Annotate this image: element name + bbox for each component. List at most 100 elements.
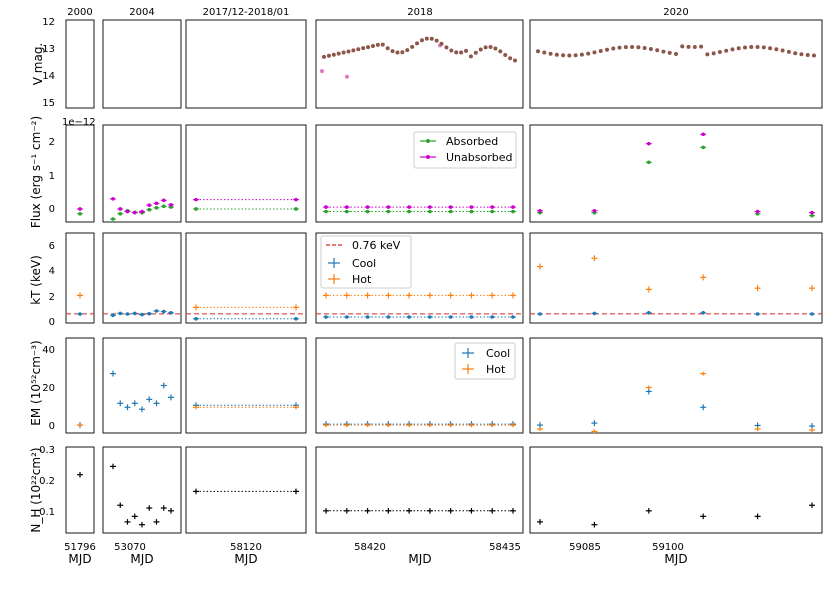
vmag-point-col4-2 — [548, 51, 553, 56]
panel-r2-c2 — [185, 232, 307, 324]
flux_unabsorbed-point-col3-5 — [428, 205, 432, 209]
flux_absorbed-point-col1-5 — [147, 207, 152, 212]
vmag-point-col3-38 — [508, 56, 513, 61]
vmag-point-col3-13 — [385, 46, 390, 51]
flux_absorbed-point-col4-5 — [810, 213, 814, 218]
vmag-point-col4-1 — [542, 50, 547, 55]
flux_unabsorbed-point-col2-0 — [194, 197, 198, 202]
vmag-point-col3-20 — [419, 38, 424, 43]
ytick-em-40: 40 — [42, 345, 55, 356]
flux_absorbed-point-col3-5 — [428, 209, 432, 214]
legend-kt: 0.76 keV Cool Hot — [320, 235, 412, 289]
panel-r0-c1 — [102, 19, 182, 109]
vmag-point-col3-9 — [366, 45, 371, 50]
panel-r0-c4 — [529, 19, 823, 109]
ytick-vmag-13: 13 — [42, 44, 55, 55]
column-title-2017-2018: 2017/12-2018/01 — [203, 7, 290, 18]
xlabel-col3: MJD — [234, 552, 257, 566]
vmag-point-col4-6 — [573, 53, 578, 58]
xtick-59085: 59085 — [569, 542, 601, 553]
vmag-point-col4-36 — [761, 45, 766, 50]
flux_unabsorbed-point-col4-0 — [538, 209, 542, 213]
vmag-point-col4-21 — [667, 50, 672, 55]
flux_unabsorbed-point-col3-0 — [324, 205, 328, 209]
flux_unabsorbed-point-col0-0 — [78, 207, 82, 211]
vmag-point-col3-11 — [375, 42, 380, 47]
kt_cool-point-col3-5 — [428, 315, 432, 319]
legend-em-cool-label: Cool — [486, 347, 510, 360]
vmag-point-col3-17 — [405, 48, 410, 53]
vmag-point-col4-9 — [592, 50, 597, 55]
ylabel-nh: N_H (10²²cm²) — [29, 447, 43, 532]
ytick-kt-4: 4 — [49, 266, 55, 277]
panel-r3-c2 — [185, 337, 307, 434]
flux_absorbed-point-col2-0 — [194, 207, 198, 211]
vmag-point-col3-21 — [424, 36, 429, 41]
flux_absorbed-point-col3-8 — [490, 209, 495, 214]
vmag-point-col4-8 — [586, 51, 591, 56]
ytick-vmag-12: 12 — [42, 17, 55, 28]
vmag-point-col3-24 — [439, 41, 444, 46]
flux_unabsorbed-point-col4-5 — [810, 210, 814, 215]
vmag-point-col4-40 — [786, 49, 791, 54]
kt_cool-point-col2-0 — [194, 317, 198, 321]
kt_cool-point-col4-1 — [592, 311, 597, 316]
vmag-point-col4-29 — [717, 50, 722, 55]
flux-offset-text: 1e−12 — [62, 117, 96, 128]
flux_absorbed-point-col3-4 — [407, 209, 411, 214]
flux_unabsorbed-point-col3-3 — [386, 205, 391, 209]
vmag-point-col4-0 — [536, 49, 540, 54]
vmag-point-col3-30 — [468, 54, 473, 59]
ytick-em-0: 0 — [49, 421, 55, 432]
kt_cool-point-col3-7 — [469, 315, 474, 319]
column-title-2018: 2018 — [407, 7, 432, 18]
vmag-point-col3-25 — [444, 45, 449, 50]
vmag-point-col3-32 — [478, 47, 483, 52]
vmag-point-col3-26 — [449, 48, 454, 53]
kt_cool-point-col1-2 — [125, 312, 130, 316]
ytick-vmag-14: 14 — [42, 71, 55, 82]
vmag-point-col4-30 — [724, 48, 729, 53]
vmag-point-col3-7 — [356, 47, 361, 52]
kt_cool-point-col3-8 — [490, 315, 495, 319]
column-title-2000: 2000 — [67, 7, 92, 18]
ytick-flux-1: 1 — [49, 171, 55, 182]
vmag-point-col4-25 — [692, 44, 697, 49]
kt_cool-point-col1-0 — [111, 313, 115, 318]
flux_absorbed-point-col3-0 — [324, 209, 328, 214]
vmag-point-col4-42 — [799, 52, 804, 57]
panel-r1-c1 — [102, 124, 182, 223]
panel-r0-c3 — [315, 19, 524, 109]
legend-unabsorbed-marker — [426, 155, 430, 159]
xtick-53070: 53070 — [114, 542, 146, 553]
vmag-point-col3-18 — [410, 44, 415, 49]
legend-em: Cool Hot — [454, 342, 516, 380]
panel-r3-c0 — [65, 337, 95, 434]
vmag-point-col3-29 — [464, 48, 469, 53]
legend-absorbed-label: Absorbed — [446, 135, 498, 148]
flux_unabsorbed-point-col1-2 — [125, 209, 130, 214]
column-title-2020: 2020 — [663, 7, 688, 18]
legend-em-hot-label: Hot — [486, 363, 506, 376]
ytick-flux-2: 2 — [49, 137, 55, 148]
kt_cool-point-col1-6 — [154, 309, 159, 313]
data-marks — [77, 36, 816, 528]
flux_unabsorbed-point-col3-4 — [407, 205, 411, 209]
vmag-point-col3-37 — [503, 52, 508, 57]
flux_unabsorbed-point-col3-2 — [365, 205, 370, 209]
ytick-nh-0.3: 0.3 — [39, 445, 55, 456]
vmag-point-col4-18 — [648, 46, 653, 51]
flux_unabsorbed-point-col1-3 — [132, 210, 137, 215]
vmag-point-col4-35 — [755, 45, 760, 50]
ytick-kt-0: 0 — [49, 317, 55, 328]
vmag-point-col4-44 — [812, 53, 816, 58]
vmag-point-col3-34 — [488, 45, 493, 50]
vmag-point-col4-11 — [605, 47, 609, 52]
flux_absorbed-point-col3-7 — [469, 209, 474, 214]
ylabel-em: EM (10⁵²cm⁻³) — [29, 340, 43, 425]
legend-cool-label: Cool — [352, 257, 376, 270]
kt_cool-point-col4-2 — [647, 311, 651, 315]
vmag-point-col4-7 — [579, 52, 584, 57]
flux_unabsorbed-point-col1-6 — [154, 201, 159, 206]
ytick-kt-2: 2 — [49, 292, 55, 303]
